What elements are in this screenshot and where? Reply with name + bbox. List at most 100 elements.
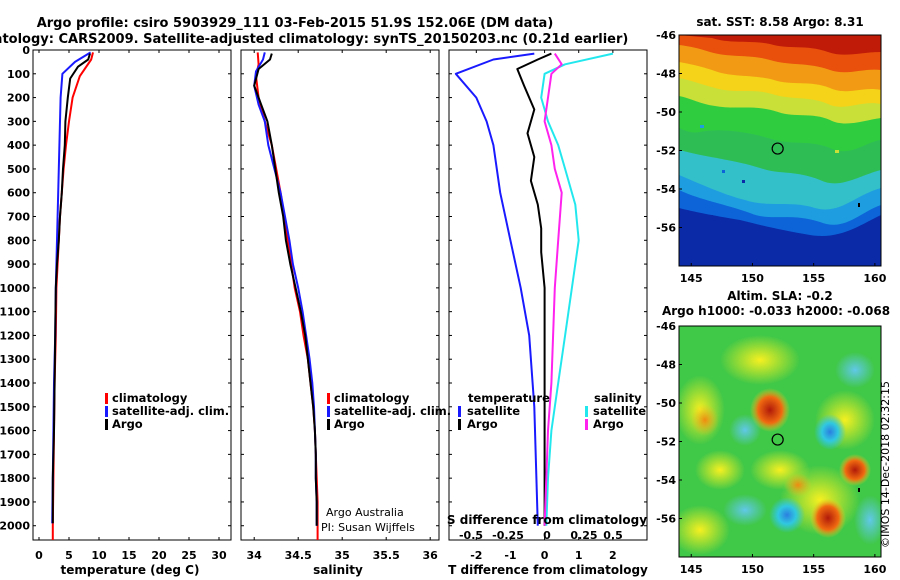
legend-swatch-sal-satellite [585, 406, 588, 417]
legend-argo: Argo [334, 417, 365, 431]
depth-tick-label: 100 [7, 68, 30, 81]
temperature-plot-frame [32, 49, 232, 541]
sla-map-subtitle: Argo h1000: -0.033 h2000: -0.068 [662, 304, 890, 318]
depth-tick-label: 1300 [0, 353, 30, 366]
sla-map-title: Altim. SLA: -0.2 [727, 289, 833, 303]
legend-sal-argo: Argo [593, 417, 624, 431]
lon-tick-label: 160 [863, 563, 886, 576]
depth-tick-label: 700 [7, 211, 30, 224]
legend-swatch-climatology [327, 393, 330, 404]
lon-tick-label: 145 [680, 272, 703, 285]
legend-swatch-argo [327, 419, 330, 430]
figure-title-line-2: Climatology: CARS2009. Satellite-adjuste… [0, 32, 628, 47]
sst-map-title: sat. SST: 8.58 Argo: 8.31 [696, 15, 863, 29]
s-diff-tick-label: 0.25 [570, 529, 597, 542]
depth-tick-label: 600 [7, 187, 30, 200]
legend-swatch-temp-argo [458, 419, 461, 430]
depth-tick-label: 1200 [0, 329, 30, 342]
x-tick-label: 35 [335, 549, 350, 562]
x-tick-label: -2 [470, 549, 482, 562]
figure-title-line-1: Argo profile: csiro 5903929_111 03-Feb-2… [37, 16, 554, 31]
legend-climatology: climatology [112, 391, 188, 405]
legend-temp-satellite: satellite [467, 404, 520, 418]
temperature-x-axis-label: temperature (deg C) [61, 563, 200, 577]
series-climatology [51, 52, 94, 540]
argo-location-marker [771, 433, 784, 446]
depth-tick-label: 300 [7, 115, 30, 128]
x-tick-label: 2 [609, 549, 617, 562]
depth-tick-label: 2000 [0, 520, 30, 533]
series-salinity-satellite [540, 52, 614, 526]
legend-swatch-climatology [105, 393, 108, 404]
depth-tick-label: 400 [7, 139, 30, 152]
x-tick-label: 0 [35, 549, 43, 562]
depth-tick-label: 800 [7, 234, 30, 247]
legend-swatch-sal-argo [585, 419, 588, 430]
x-tick-label: 10 [91, 549, 107, 562]
lat-tick-label: -50 [656, 106, 676, 119]
difference-plot-frame [448, 49, 648, 541]
lon-tick-label: 145 [680, 563, 703, 576]
x-tick-label: 30 [211, 549, 227, 562]
series-argo [253, 53, 318, 526]
series-temperature-argo [516, 52, 552, 526]
lon-tick-label: 160 [863, 272, 886, 285]
legend-temperature-header: temperature [468, 391, 550, 405]
depth-tick-label: 1900 [0, 496, 30, 509]
credit-pi: PI: Susan Wijffels [321, 521, 415, 534]
x-tick-label: 15 [121, 549, 136, 562]
difference-panel: -2 -1 0 1 2 temperature satellite Argo salin… [447, 49, 648, 577]
series-argo [51, 53, 91, 524]
t-difference-axis-label: T difference from climatology [448, 563, 648, 577]
legend-sal-satellite: satellite [593, 404, 646, 418]
imos-timestamp: ©IMOS 14-Dec-2018 02:32:15 [879, 381, 892, 548]
legend-satellite-adj: satellite-adj. clim. [112, 404, 229, 418]
legend-swatch-argo [105, 419, 108, 430]
lat-tick-label: -54 [656, 474, 676, 487]
lat-tick-label: -50 [656, 397, 676, 410]
depth-tick-label: 1100 [0, 306, 30, 319]
lat-tick-label: -54 [656, 183, 676, 196]
x-tick-label: 34.5 [285, 549, 312, 562]
series-satellite-adj-clim [51, 51, 92, 524]
depth-tick-label: 0 [22, 44, 30, 57]
x-tick-label: 5 [65, 549, 73, 562]
depth-tick-label: 1600 [0, 425, 30, 438]
lat-tick-label: -48 [656, 359, 676, 372]
depth-tick-label: 1000 [0, 282, 30, 295]
x-tick-label: 0 [541, 549, 549, 562]
salinity-x-axis-label: salinity [313, 563, 363, 577]
depth-tick-label: 1400 [0, 377, 30, 390]
x-tick-label: 20 [151, 549, 167, 562]
sst-field [679, 35, 881, 266]
x-tick-label: 34 [247, 549, 263, 562]
sst-map: sat. SST: 8.58 Argo: 8.31 -46 -48 -50 -52 -5… [656, 15, 887, 285]
legend-swatch-temp-satellite [458, 406, 461, 417]
depth-tick-label: 1800 [0, 472, 30, 485]
salinity-panel: 34 34.5 35 35.5 36 salinity climatology sate… [240, 49, 451, 577]
legend-swatch-satellite-adj [327, 406, 330, 417]
sla-map: Altim. SLA: -0.2 Argo h1000: -0.033 h200… [656, 289, 890, 576]
series-satellite-adj-clim [253, 52, 318, 526]
temperature-panel: 0100200300400500600700800900100011001200… [0, 44, 232, 577]
x-tick-label: 36 [423, 549, 439, 562]
series-temperature-satellite [454, 52, 539, 526]
argo-location-marker [771, 142, 784, 155]
s-diff-tick-label: -0.5 [459, 529, 483, 542]
credit-argo-australia: Argo Australia [326, 506, 404, 519]
lat-tick-label: -56 [656, 513, 676, 526]
lon-tick-label: 155 [802, 563, 825, 576]
legend-climatology: climatology [334, 391, 410, 405]
depth-tick-label: 200 [7, 92, 30, 105]
s-diff-tick-label: 0 [543, 529, 551, 542]
lat-tick-label: -46 [656, 29, 676, 42]
lat-tick-label: -52 [656, 145, 676, 158]
s-diff-tick-label: 0.5 [603, 529, 623, 542]
depth-tick-label: 1700 [0, 448, 30, 461]
s-diff-tick-label: -0.25 [492, 529, 524, 542]
x-tick-label: -1 [504, 549, 516, 562]
lat-tick-label: -48 [656, 68, 676, 81]
s-difference-axis-label: S difference from climatology [447, 513, 647, 527]
legend-swatch-satellite-adj [105, 406, 108, 417]
depth-tick-label: 500 [7, 163, 30, 176]
